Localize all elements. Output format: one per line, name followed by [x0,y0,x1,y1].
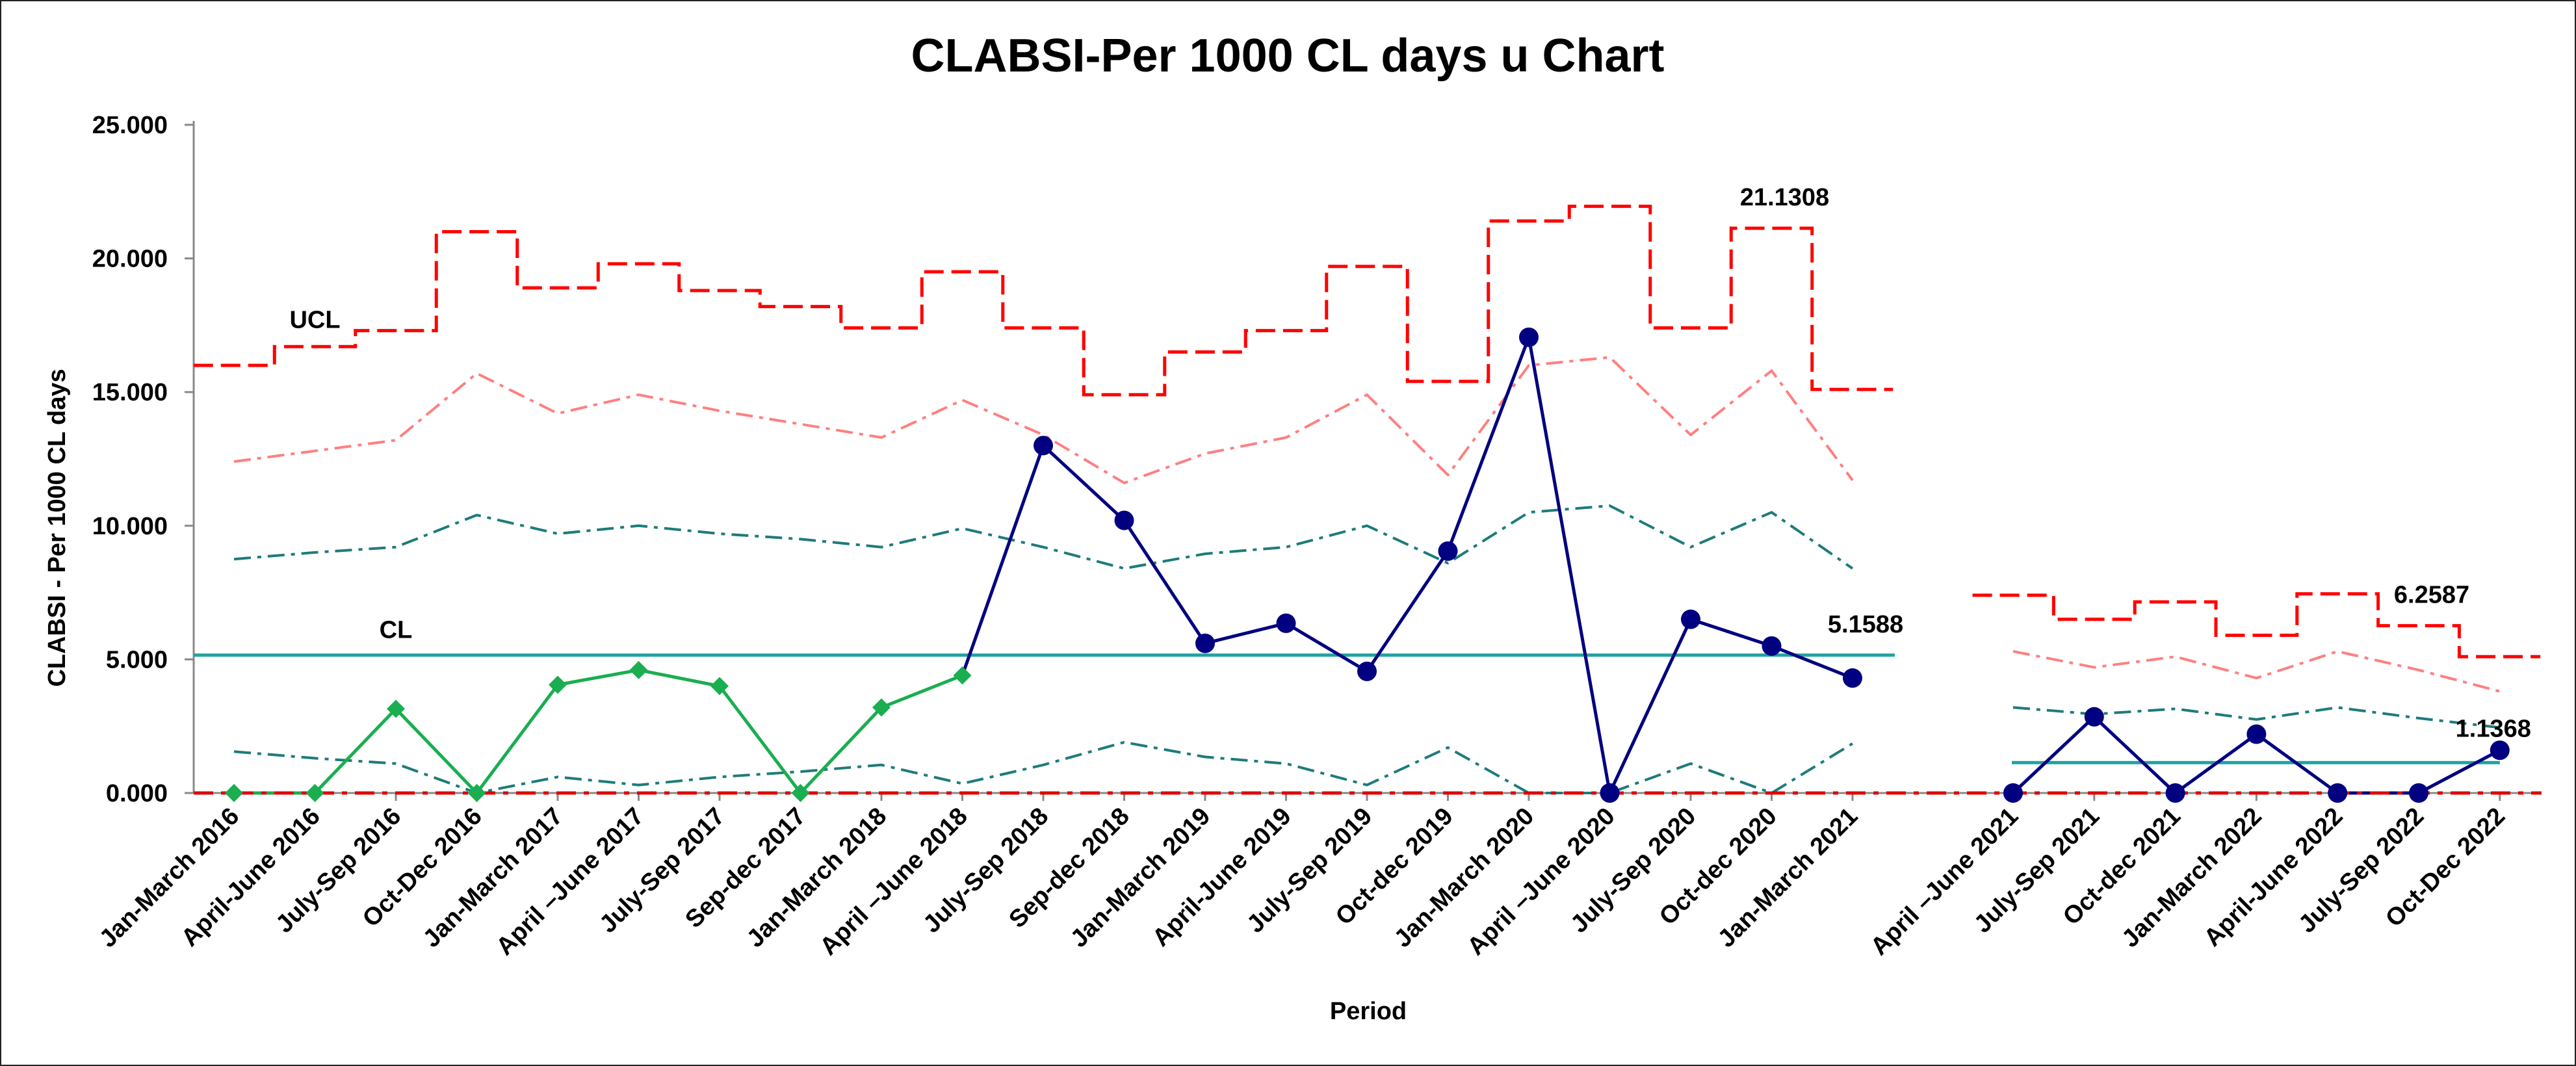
x-tick-label: Jan-March 2019 [1065,803,1216,953]
axes [185,121,2542,801]
data-point-circle [1195,633,1215,653]
data-point-diamond [710,677,729,696]
data-point-diamond [791,784,810,802]
x-tick-label: Jan-March 2022 [2116,803,2267,953]
data-label: 5.1588 [1828,611,1903,638]
x-tick-label: Jan-March 2018 [742,803,892,953]
x-tick-label: April-June 2019 [1147,803,1297,952]
sigma1-line [233,504,1854,570]
y-axis-label: CLABSI - Per 1000 CL days [44,369,71,686]
series-lines [193,204,2542,795]
x-tick-label: Jan-March 2017 [418,803,568,953]
data-label: 1.1368 [2456,715,2531,742]
x-tick-label: April –June 2018 [815,803,973,961]
x-tick-label: April-June 2022 [2199,803,2348,952]
sigma2-line [233,356,1854,484]
data-point-diamond [549,675,567,694]
data-points [225,327,2510,803]
y-tick-label: 25.000 [92,112,168,139]
data-label: UCL [289,307,340,334]
x-tick-label: Jan-March 2020 [1389,803,1539,953]
data-point-circle [1600,783,1620,803]
y-tick-label: 15.000 [92,379,168,406]
data-point-diamond [306,784,324,802]
data-point-circle [2409,783,2428,803]
data-point-circle [1762,636,1782,656]
data-point-diamond [467,784,486,802]
data-point-circle [2490,740,2510,760]
y-tick-label: 10.000 [92,513,168,540]
ucl-line [193,204,1893,396]
data-point-circle [1681,609,1700,629]
data-line-early [234,668,963,795]
data-point-circle [2246,724,2267,744]
data-point-circle [1438,541,1458,561]
ucl-line [1972,592,2541,658]
x-tick-label: Jan-March 2021 [1713,803,1863,953]
y-tick-label: 5.000 [106,646,168,673]
data-line-late [961,335,1853,795]
data-point-circle [1519,327,1539,347]
data-label: CL [380,617,413,644]
data-point-circle [2328,783,2348,803]
x-tick-label: April –June 2017 [491,803,649,961]
data-point-circle [1843,668,1862,688]
y-tick-label: 0.000 [106,780,168,807]
x-tick-label: April –June 2021 [1866,803,2023,961]
data-point-diamond [953,666,972,685]
chart-title: CLABSI-Per 1000 CL days u Chart [911,30,1664,82]
data-point-circle [2003,783,2023,803]
data-point-circle [2084,707,2104,727]
data-label: 21.1308 [1740,184,1829,211]
x-axis-label: Period [1330,998,1407,1025]
tick-labels: 0.000 5.000 10.000 15.000 20.000 25.000 Jan-Ma… [92,112,2510,961]
data-point-circle [1276,613,1296,633]
x-tick-label: April-June 2016 [176,803,326,952]
x-tick-label: April –June 2020 [1463,803,1620,961]
data-point-diamond [225,784,243,802]
data-label: 6.2587 [2394,582,2469,609]
data-point-diamond [872,698,891,717]
data-point-diamond [387,699,405,718]
annotations: UCL CL 21.1308 5.1588 6.2587 1.1368 [289,184,2530,742]
data-point-circle [2165,783,2185,803]
data-point-circle [1357,661,1377,681]
data-point-diamond [629,660,648,679]
data-point-circle [1034,436,1053,456]
data-point-circle [1114,510,1134,530]
sigma2-line [2012,650,2501,693]
x-tick-label: Jan-March 2016 [94,803,244,953]
y-tick-label: 20.000 [92,246,168,273]
